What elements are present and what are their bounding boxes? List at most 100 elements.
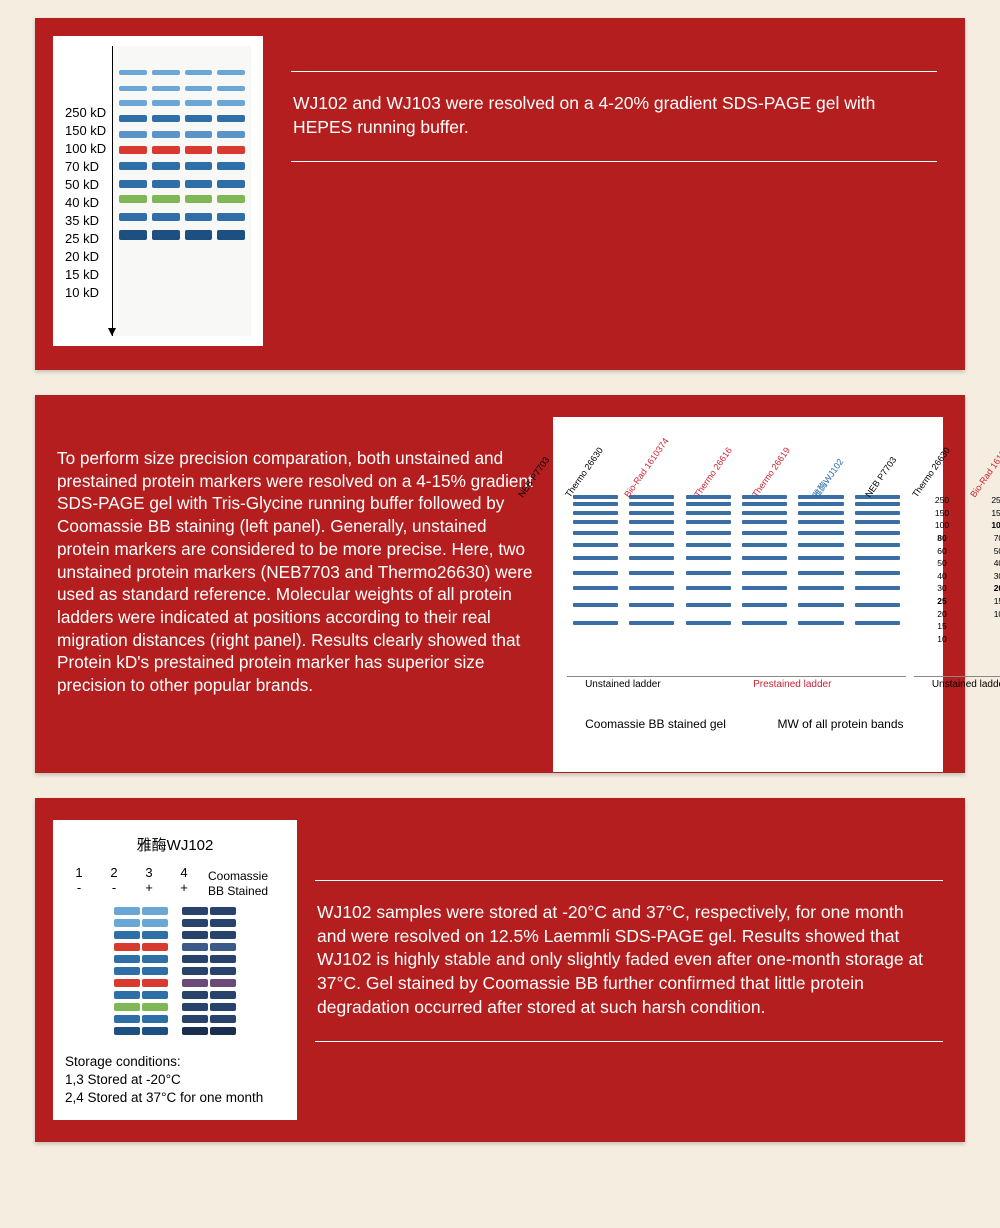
gel-band: [114, 967, 140, 975]
gel-band: [210, 955, 236, 963]
gel-band: [573, 556, 618, 560]
mw-value: 100: [991, 520, 1000, 531]
lane-number: 1: [65, 865, 93, 880]
gel-band: [182, 955, 208, 963]
gel-band: [142, 967, 168, 975]
gel-band: [686, 556, 731, 560]
gel-band: [798, 571, 843, 575]
stability-gel-figure: 雅酶WJ102 1234 --++ Coomassie BB Stained S…: [53, 820, 297, 1120]
band-row: [113, 131, 251, 138]
gel-band: [798, 586, 843, 590]
kd-label: 250 kD: [65, 105, 106, 120]
mw-value: 25: [937, 596, 946, 607]
gel-band: [210, 991, 236, 999]
gel-band: [210, 919, 236, 927]
storage-line-1: 1,3 Stored at -20°C: [65, 1071, 285, 1089]
gel-band: [217, 180, 245, 188]
gel-band: [152, 146, 180, 154]
gel-band: [182, 907, 208, 915]
kd-label: 35 kD: [65, 213, 106, 228]
mw-value: 50: [937, 558, 946, 569]
kd-label: 15 kD: [65, 267, 106, 282]
gel-band: [182, 991, 208, 999]
gel-band: [217, 115, 245, 122]
gel-band: [217, 146, 245, 154]
gel-band: [114, 907, 140, 915]
bracket-unstained: Unstained ladder: [567, 676, 679, 690]
mw-value: 30: [994, 571, 1000, 582]
gel-band: [686, 603, 731, 607]
divider: [315, 1041, 943, 1042]
gel-band: [629, 531, 674, 535]
comparison-captions: Coomassie BB stained gel MW of all prote…: [563, 709, 933, 731]
gel-band: [142, 991, 168, 999]
storage-line-2: 2,4 Stored at 37°C for one month: [65, 1089, 285, 1107]
gel-band: [185, 86, 213, 91]
gel-band: [210, 1027, 236, 1035]
coomassie-label: Coomassie BB Stained: [208, 869, 285, 899]
gel-band: [152, 230, 180, 240]
gel-band: [217, 86, 245, 91]
mw-value: 15: [937, 621, 946, 632]
mw-value: 70: [994, 533, 1000, 544]
gel-band: [686, 520, 731, 524]
gel-band: [152, 162, 180, 170]
gel-band: [114, 931, 140, 939]
gel-band: [152, 70, 180, 75]
gel-band: [114, 1003, 140, 1011]
gel-band: [855, 586, 900, 590]
gel-band: [142, 931, 168, 939]
gel-band: [217, 100, 245, 106]
gel-band: [152, 213, 180, 221]
gel-band: [742, 543, 787, 547]
gel-band: [182, 1003, 208, 1011]
gel-band: [142, 919, 168, 927]
gel-band: [142, 955, 168, 963]
gel-band: [152, 195, 180, 203]
gel-band: [855, 621, 900, 625]
gel-band: [119, 70, 147, 75]
gel-band: [119, 230, 147, 240]
gel-band: [217, 131, 245, 138]
gel-band: [217, 213, 245, 221]
gel-band: [629, 556, 674, 560]
gel-band: [114, 1015, 140, 1023]
kd-label: 50 kD: [65, 177, 106, 192]
kd-label: 70 kD: [65, 159, 106, 174]
gel-band: [114, 919, 140, 927]
stability-gel-lanes: [65, 907, 285, 1035]
gel-band: [798, 621, 843, 625]
gel-band: [742, 586, 787, 590]
gel-lane: [142, 907, 168, 1035]
gel-band: [210, 967, 236, 975]
panel1-description: WJ102 and WJ103 were resolved on a 4-20%…: [291, 72, 937, 161]
gel-band: [185, 70, 213, 75]
gel-band: [182, 967, 208, 975]
gel-band: [573, 586, 618, 590]
band-row: [113, 180, 251, 188]
kd-label: 150 kD: [65, 123, 106, 138]
gel-band: [142, 1027, 168, 1035]
gel-band: [210, 979, 236, 987]
band-row: [113, 195, 251, 203]
gel-image-1: 250 kD150 kD100 kD70 kD50 kD40 kD35 kD25…: [53, 36, 263, 346]
storage-conditions: Storage conditions: 1,3 Stored at -20°C …: [65, 1053, 285, 1108]
gel-band: [152, 131, 180, 138]
panel-comparison: To perform size precision comparation, b…: [35, 395, 965, 773]
gel-band: [185, 100, 213, 106]
gel-band: [742, 556, 787, 560]
band-row: [113, 86, 251, 91]
gel-band: [182, 1027, 208, 1035]
panel3-description: WJ102 samples were stored at -20°C and 3…: [315, 881, 943, 1041]
bracket-prestained: Prestained ladder: [679, 676, 906, 690]
gel-band: [185, 195, 213, 203]
gel-band: [742, 621, 787, 625]
panel2-description: To perform size precision comparation, b…: [57, 417, 535, 772]
gel-band: [114, 979, 140, 987]
caption-right: MW of all protein bands: [748, 709, 933, 731]
gel-band: [182, 931, 208, 939]
comparison-right-half: NEB P7703Thermo 26630Bio-Rad 1610374Ther…: [910, 429, 1000, 709]
lane-sign: +: [135, 880, 163, 895]
gel-lane: [182, 907, 208, 1035]
mw-value: 100: [935, 520, 949, 531]
